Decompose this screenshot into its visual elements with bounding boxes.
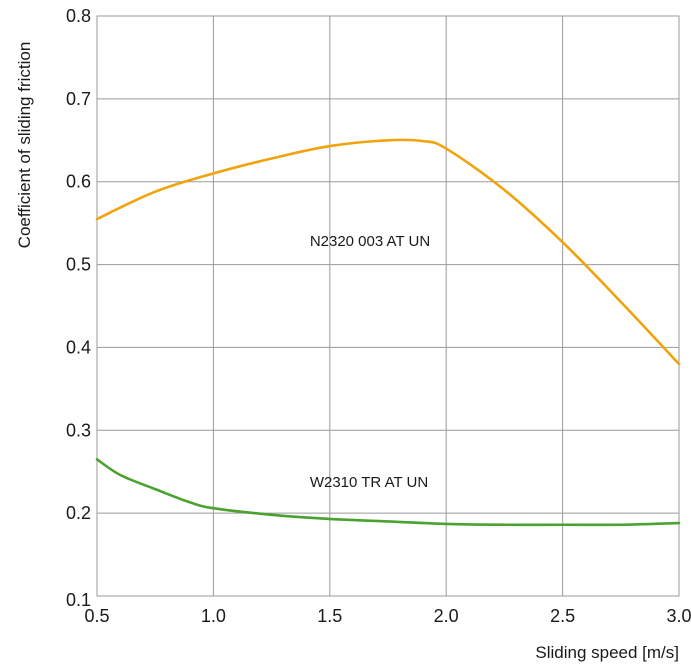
y-tick-label: 0.4 [66, 337, 91, 357]
series-label-0: N2320 003 AT UN [310, 233, 430, 250]
x-tick-label: 3.0 [666, 606, 691, 626]
y-tick-label: 0.8 [66, 6, 91, 26]
y-tick-label: 0.2 [66, 503, 91, 523]
series-lines [95, 138, 681, 527]
y-tick-label: 0.3 [66, 420, 91, 440]
x-tick-label: 0.5 [84, 606, 109, 626]
grid [96, 15, 680, 597]
x-tick-label: 1.5 [317, 606, 342, 626]
y-tick-label: 0.6 [66, 172, 91, 192]
y-tick-label: 0.7 [66, 89, 91, 109]
x-axis-label: Sliding speed [m/s] [535, 643, 679, 662]
series-line-0 [95, 138, 681, 366]
plot-frame [96, 15, 680, 597]
y-axis-label: Coefficient of sliding friction [15, 42, 34, 249]
series-labels: N2320 003 AT UN W2310 TR AT UN [310, 233, 430, 491]
x-tick-label: 1.0 [201, 606, 226, 626]
x-tick-label: 2.0 [434, 606, 459, 626]
x-tick-labels: 0.5 1.0 1.5 2.0 2.5 3.0 [84, 606, 691, 626]
series-label-1: W2310 TR AT UN [310, 474, 428, 491]
y-tick-label: 0.1 [66, 590, 91, 610]
series-line-1 [95, 457, 681, 527]
x-tick-label: 2.5 [550, 606, 575, 626]
y-tick-label: 0.5 [66, 255, 91, 275]
y-tick-labels: 0.1 0.2 0.3 0.4 0.5 0.6 0.7 0.8 [66, 6, 91, 610]
